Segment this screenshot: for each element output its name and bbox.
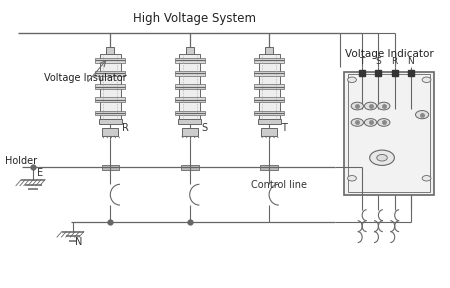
Bar (175, 111, 205, 115)
Bar (258, 54, 280, 120)
Bar (99, 120, 122, 124)
Circle shape (422, 77, 431, 82)
Circle shape (378, 102, 390, 110)
Bar (265, 47, 273, 54)
Bar (254, 71, 284, 76)
Circle shape (347, 77, 356, 82)
Bar (175, 71, 205, 76)
Bar (95, 84, 126, 89)
Bar (103, 128, 118, 136)
Circle shape (364, 102, 377, 110)
Text: R: R (392, 56, 398, 66)
Bar (175, 84, 205, 89)
Text: T: T (360, 56, 365, 66)
Text: High Voltage System: High Voltage System (133, 12, 256, 25)
Bar (178, 120, 201, 124)
Bar (95, 111, 126, 115)
Bar (106, 47, 114, 54)
Circle shape (347, 175, 356, 181)
Bar (254, 58, 284, 63)
Text: Voltage Indicator: Voltage Indicator (345, 49, 434, 59)
Bar (261, 128, 277, 136)
Bar (95, 58, 126, 63)
Bar (95, 97, 126, 102)
Circle shape (377, 154, 387, 161)
Circle shape (370, 150, 394, 165)
Bar (102, 165, 119, 170)
Text: E: E (37, 168, 43, 178)
Circle shape (422, 175, 431, 181)
Bar (348, 74, 430, 192)
Bar (182, 128, 198, 136)
Text: Voltage Insulator: Voltage Insulator (44, 73, 127, 83)
Circle shape (364, 119, 377, 126)
Text: S: S (202, 123, 208, 133)
Circle shape (351, 119, 364, 126)
Circle shape (378, 119, 390, 126)
Circle shape (415, 111, 429, 119)
Text: Holder: Holder (5, 156, 37, 166)
Text: S: S (376, 56, 381, 66)
Bar (260, 165, 278, 170)
Text: R: R (122, 123, 129, 133)
Bar (254, 97, 284, 102)
Bar (175, 58, 205, 63)
Bar (100, 54, 121, 120)
Text: T: T (281, 123, 287, 133)
Bar (179, 54, 200, 120)
Circle shape (351, 102, 364, 110)
Bar (254, 111, 284, 115)
Bar (95, 71, 126, 76)
Bar (258, 120, 280, 124)
Bar (186, 47, 194, 54)
Bar (181, 165, 198, 170)
Text: Control line: Control line (252, 180, 307, 190)
Bar (175, 97, 205, 102)
Text: N: N (75, 237, 82, 247)
Text: N: N (408, 56, 414, 66)
Bar (254, 84, 284, 89)
Bar (344, 71, 434, 195)
